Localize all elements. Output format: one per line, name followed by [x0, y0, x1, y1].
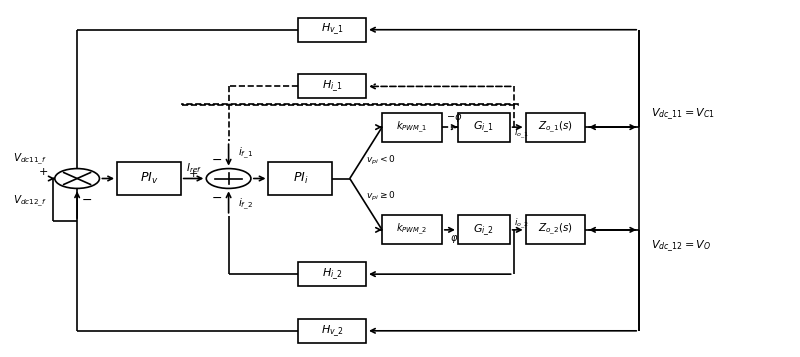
Text: $i_{o\_1}$: $i_{o\_1}$	[514, 126, 529, 141]
Text: $v_{pi}\geq 0$: $v_{pi}\geq 0$	[366, 190, 395, 203]
Text: $PI_i$: $PI_i$	[293, 171, 308, 186]
Bar	[298, 262, 366, 286]
Text: $Z_{o\_1}(s)$: $Z_{o\_1}(s)$	[538, 120, 573, 135]
Text: $+$: $+$	[188, 168, 198, 179]
Text: $i_{o\_2}$: $i_{o\_2}$	[514, 216, 529, 231]
Text: $PI_v$: $PI_v$	[140, 171, 158, 186]
Bar	[526, 215, 586, 245]
Circle shape	[206, 169, 251, 188]
Bar	[298, 319, 366, 343]
Text: $\varphi$: $\varphi$	[450, 233, 458, 245]
Text: +: +	[39, 167, 49, 177]
Text: $k_{PWM\_2}$: $k_{PWM\_2}$	[396, 222, 428, 237]
Bar	[117, 162, 181, 195]
Bar	[298, 18, 366, 42]
Text: $i_{f\_1}$: $i_{f\_1}$	[238, 145, 254, 161]
Bar	[458, 215, 510, 245]
Text: $-\varphi$: $-\varphi$	[446, 112, 462, 124]
Text: $V_{dc\_12}=V_O$: $V_{dc\_12}=V_O$	[651, 238, 711, 253]
Text: $H_{i\_1}$: $H_{i\_1}$	[322, 79, 342, 94]
Text: $V_{dc12\_f}$: $V_{dc12\_f}$	[14, 194, 47, 209]
Text: $G_{i\_1}$: $G_{i\_1}$	[474, 119, 494, 135]
Text: $-$: $-$	[211, 153, 222, 166]
Bar	[269, 162, 332, 195]
Bar	[298, 74, 366, 99]
Text: $i_{f\_2}$: $i_{f\_2}$	[238, 196, 253, 212]
Bar	[526, 112, 586, 142]
Text: $V_{dc11\_f}$: $V_{dc11\_f}$	[14, 151, 47, 167]
Text: $v_{pi}<0$: $v_{pi}<0$	[366, 154, 395, 167]
Bar	[182, 104, 518, 105]
Text: $G_{i\_2}$: $G_{i\_2}$	[474, 222, 494, 238]
Text: $H_{v\_2}$: $H_{v\_2}$	[321, 323, 344, 338]
Text: $I_{ref}$: $I_{ref}$	[186, 162, 202, 176]
Circle shape	[55, 169, 99, 188]
Text: $H_{i\_2}$: $H_{i\_2}$	[322, 266, 342, 282]
Bar	[382, 112, 442, 142]
Text: $V_{dc\_11}=V_{C1}$: $V_{dc\_11}=V_{C1}$	[651, 107, 715, 122]
Text: $H_{v\_1}$: $H_{v\_1}$	[321, 22, 344, 37]
Bar	[458, 112, 510, 142]
Text: $k_{PWM\_1}$: $k_{PWM\_1}$	[396, 120, 428, 135]
Text: $-$: $-$	[211, 191, 222, 204]
Text: $Z_{o\_2}(s)$: $Z_{o\_2}(s)$	[538, 222, 573, 237]
Bar	[382, 215, 442, 245]
Text: $-$: $-$	[81, 193, 92, 206]
